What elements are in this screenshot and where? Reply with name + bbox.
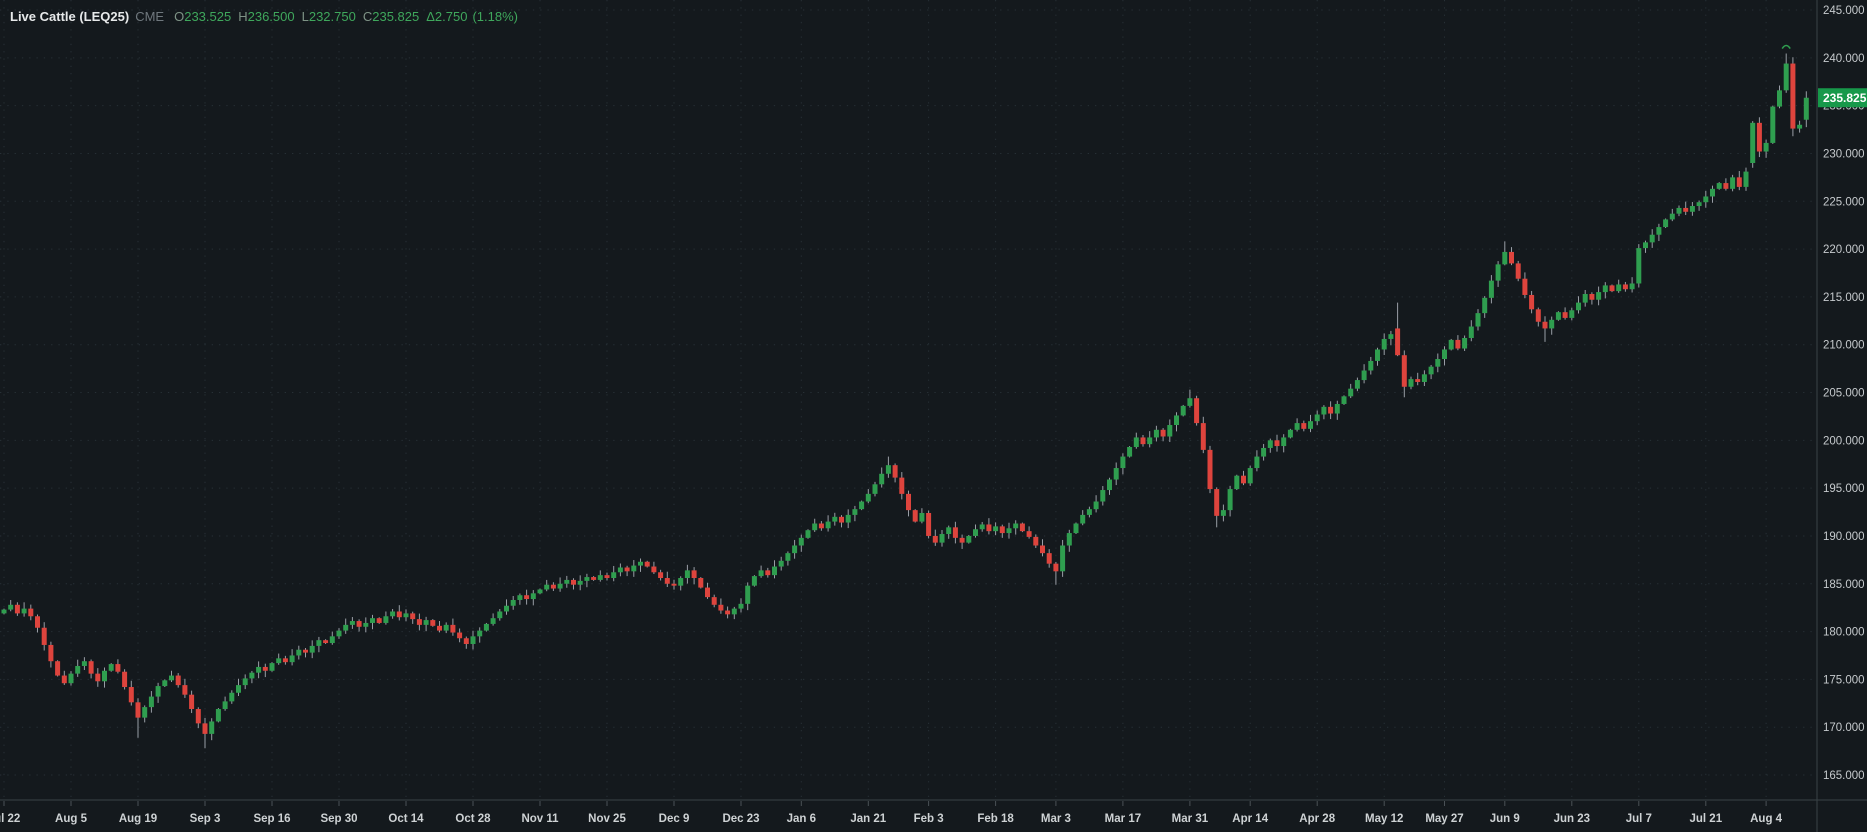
price-tick-label: 190.000 <box>1823 531 1865 543</box>
new-high-caret-icon <box>1781 44 1791 49</box>
date-tick-label: Mar 31 <box>1172 813 1209 825</box>
price-tick-label: 195.000 <box>1823 483 1865 495</box>
date-tick-label: Apr 28 <box>1299 813 1335 825</box>
symbol-name: Live Cattle (LEQ25) <box>10 9 130 24</box>
date-tick-label: Jul 21 <box>1689 813 1722 825</box>
date-tick-label: Apr 14 <box>1232 813 1268 825</box>
date-tick-label: Jun 9 <box>1490 813 1520 825</box>
price-tick-label: 245.000 <box>1823 5 1865 17</box>
price-tick-label: 205.000 <box>1823 388 1865 400</box>
price-tick-label: 215.000 <box>1823 292 1865 304</box>
date-tick-label: Aug 19 <box>119 813 157 825</box>
change-percent: (1.18%) <box>472 9 518 24</box>
price-tick-label: 220.000 <box>1823 244 1865 256</box>
price-tick-label: 180.000 <box>1823 627 1865 639</box>
price-tick-label: 170.000 <box>1823 722 1865 734</box>
date-tick-label: Oct 14 <box>388 813 424 825</box>
open-value: 233.525 <box>184 9 232 24</box>
date-tick-label: May 12 <box>1365 813 1403 825</box>
high-value: 236.500 <box>247 9 295 24</box>
exchange-label: CME <box>135 9 165 24</box>
date-tick-label: Sep 3 <box>190 813 221 825</box>
date-tick-label: Jul 7 <box>1626 813 1652 825</box>
symbol-legend[interactable]: Live Cattle (LEQ25) CME O 233.525 H 236.… <box>10 9 518 25</box>
date-tick-label: May 27 <box>1425 813 1463 825</box>
date-tick-label: Nov 25 <box>588 813 626 825</box>
time-axis[interactable]: Jul 22 Aug 5 Aug 19 Sep 3 Sep 16 Sep 30 Oct 14… <box>0 799 1867 825</box>
date-tick-label: Oct 28 <box>455 813 491 825</box>
price-tick-label: 210.000 <box>1823 340 1865 352</box>
low-value: 232.750 <box>308 9 356 24</box>
date-tick-label: Jan 21 <box>850 813 886 825</box>
open-prefix: O <box>174 9 185 24</box>
date-tick-label: Mar 17 <box>1105 813 1141 825</box>
price-tick-label: 185.000 <box>1823 579 1865 591</box>
date-tick-label: Dec 9 <box>659 813 690 825</box>
change-value: 2.750 <box>434 9 468 24</box>
price-tick-label: 225.000 <box>1823 196 1865 208</box>
date-tick-label: Feb 18 <box>977 813 1014 825</box>
date-tick-label: Jul 22 <box>0 813 20 825</box>
price-tick-label: 165.000 <box>1823 770 1865 782</box>
price-tick-label: 200.000 <box>1823 435 1865 447</box>
last-price-value: 235.825 <box>1823 91 1867 105</box>
date-tick-label: Feb 3 <box>914 813 944 825</box>
low-prefix: L <box>301 9 309 24</box>
change-delta-icon: Δ <box>426 9 435 24</box>
close-value: 235.825 <box>372 9 420 24</box>
price-tick-label: 230.000 <box>1823 148 1865 160</box>
date-tick-label: Mar 3 <box>1041 813 1071 825</box>
close-prefix: C <box>362 9 373 24</box>
price-tick-label: 240.000 <box>1823 53 1865 65</box>
date-tick-label: Dec 23 <box>722 813 759 825</box>
date-tick-label: Sep 16 <box>253 813 290 825</box>
date-tick-label: Sep 30 <box>320 813 357 825</box>
last-price-badge: 235.825 <box>1818 88 1867 108</box>
date-tick-label: Aug 4 <box>1750 813 1783 825</box>
candles[interactable] <box>1 53 1809 749</box>
high-prefix: H <box>238 9 248 24</box>
price-tick-label: 175.000 <box>1823 674 1865 686</box>
date-tick-label: Jan 6 <box>787 813 816 825</box>
date-tick-label: Nov 11 <box>521 813 559 825</box>
date-tick-label: Aug 5 <box>55 813 88 825</box>
date-tick-label: Jun 23 <box>1554 813 1590 825</box>
